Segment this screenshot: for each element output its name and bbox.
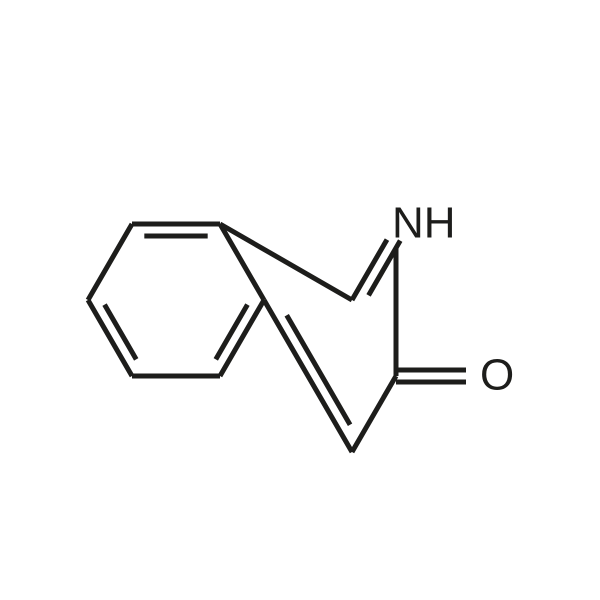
atom-label-o: O: [480, 351, 514, 400]
molecule-diagram: NH O: [0, 0, 600, 600]
atom-label-n: NH: [392, 199, 456, 248]
